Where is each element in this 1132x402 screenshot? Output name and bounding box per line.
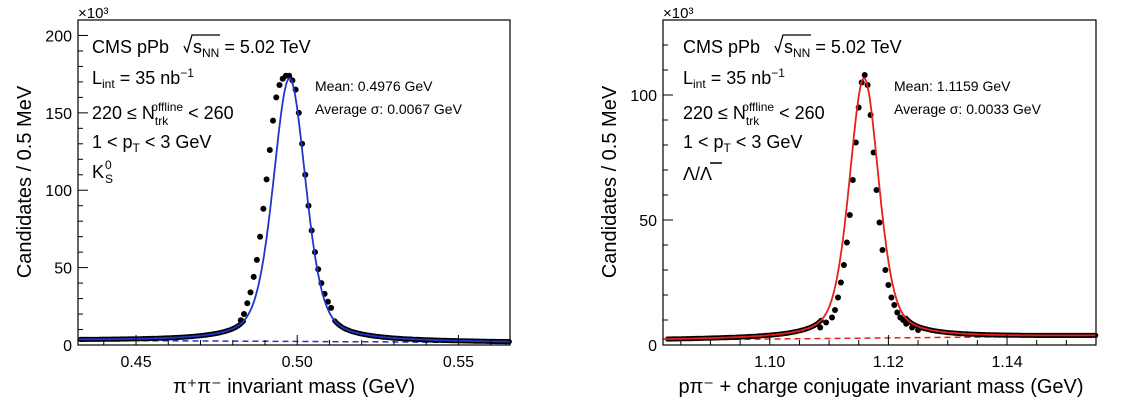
left-y-tick-label: 0	[63, 338, 72, 355]
right-data-point	[843, 239, 850, 246]
right-data-point	[909, 324, 916, 331]
right-data-point	[852, 139, 859, 146]
left-data-point	[247, 289, 254, 296]
left-data-point	[244, 300, 251, 307]
left-x-axis-label: π⁺π⁻ invariant mass (GeV)	[173, 376, 415, 398]
left-data-point	[266, 147, 273, 153]
right-data-point	[885, 282, 892, 288]
left-panel: 0.45 0.50 0.55 0 50 100 150 200 ×10³ Candidates…	[14, 5, 512, 398]
left-x-tick-label: 0.50	[282, 354, 313, 371]
left-fit-curve	[78, 77, 510, 343]
right-data-point	[840, 262, 847, 268]
right-energy-text: sNN = 5.02 TeV	[784, 37, 902, 60]
right-label-lumi: Lint = 35 nb−1	[683, 66, 785, 91]
left-data-point	[241, 311, 247, 317]
right-data-point	[861, 72, 868, 78]
right-data-point	[837, 279, 844, 286]
right-y-tick-label: 50	[639, 213, 657, 230]
right-y-axis-label: Candidates / 0.5 MeV	[599, 85, 621, 278]
left-label-mean: Mean: 0.4976 GeV	[315, 78, 433, 94]
right-y-multiplier: ×10³	[663, 5, 693, 22]
right-label-experiment: CMS pPb	[683, 37, 760, 57]
right-data-point	[888, 294, 895, 301]
left-data-point	[328, 304, 335, 311]
left-sqrt-sign	[183, 34, 220, 54]
left-x-tick-label: 0.55	[443, 354, 474, 371]
left-ticks: 0.45 0.50 0.55 0 50 100 150 200	[45, 19, 492, 371]
left-y-tick-label: 150	[45, 106, 72, 123]
left-data-point	[257, 233, 264, 240]
right-particle-text: Λ/Λ	[683, 164, 712, 184]
right-x-tick-label: 1.14	[991, 354, 1022, 371]
right-x-tick-label: 1.12	[873, 354, 904, 371]
left-energy-text: sNN = 5.02 TeV	[193, 37, 311, 60]
left-data-point	[273, 94, 280, 101]
left-background-line	[142, 339, 510, 344]
left-frame	[77, 19, 511, 346]
right-fit-curve	[663, 77, 1096, 341]
left-data-point	[286, 72, 293, 79]
left-data-point	[270, 117, 276, 124]
left-y-axis-label: Candidates / 0.5 MeV	[14, 85, 36, 278]
left-x-tick-label: 0.45	[120, 354, 151, 371]
right-label-mean: Mean: 1.1159 GeV	[894, 78, 1011, 94]
left-label-sigma: Average σ: 0.0067 GeV	[315, 101, 463, 117]
right-data-point	[829, 314, 835, 321]
left-marks	[78, 72, 512, 345]
right-label-energy: sNN = 5.02 TeV	[774, 34, 902, 60]
left-label-experiment: CMS pPb	[92, 37, 169, 57]
left-y-tick-label: 50	[54, 261, 72, 278]
left-label-particle: KS0	[92, 158, 113, 186]
right-y-tick-label: 0	[648, 338, 657, 355]
right-panel: 1.10 1.12 1.14 0 50 100 ×10³ Candidates / 0.5…	[599, 5, 1099, 398]
right-data-point	[873, 187, 880, 193]
left-label-multiplicity: 220 ≤ Ntrkoffline < 260	[92, 100, 234, 128]
right-data-point	[903, 320, 910, 327]
left-label-lumi: Lint = 35 nb−1	[92, 66, 194, 91]
right-data-point	[846, 212, 853, 218]
left-data-point	[276, 82, 283, 88]
right-y-tick-label: 100	[630, 88, 657, 105]
right-label-multiplicity: 220 ≤ Ntrkoffline < 260	[683, 100, 825, 128]
right-annotations: CMS pPb sNN = 5.02 TeV Lint = 35 nb−1 22…	[683, 34, 1042, 184]
right-data-point	[823, 319, 830, 326]
right-x-tick-label: 1.10	[754, 354, 785, 371]
right-label-particle: Λ/Λ	[683, 162, 722, 184]
left-y-tick-label: 200	[45, 28, 72, 45]
right-label-pt: 1 < pT < 3 GeV	[683, 132, 802, 155]
left-data-point	[263, 176, 270, 183]
right-data-point	[876, 219, 883, 226]
right-data-point	[894, 309, 901, 316]
left-label-pt: 1 < pT < 3 GeV	[92, 132, 211, 155]
left-label-energy: sNN = 5.02 TeV	[183, 34, 311, 60]
right-data-point	[832, 307, 838, 313]
right-frame	[662, 19, 1097, 346]
right-data-point	[835, 294, 841, 301]
left-y-multiplier: ×10³	[78, 5, 108, 22]
right-x-axis-label: pπ⁻ + charge conjugate invariant mass (G…	[678, 376, 1083, 398]
left-annotations: CMS pPb sNN = 5.02 TeV Lint = 35 nb−1 22…	[92, 34, 463, 186]
left-data-point	[260, 205, 267, 212]
right-data-point	[891, 302, 898, 308]
right-data-point	[817, 324, 824, 331]
right-ticks: 1.10 1.12 1.14 0 50 100	[630, 19, 1097, 371]
left-data-point	[253, 256, 260, 263]
right-data-point	[879, 247, 886, 253]
right-data-point	[849, 177, 856, 183]
right-label-sigma: Average σ: 0.0033 GeV	[894, 101, 1042, 117]
right-sqrt-sign	[774, 34, 811, 54]
right-data-point	[882, 267, 889, 273]
left-y-tick-label: 100	[45, 183, 72, 200]
left-data-point	[250, 273, 257, 280]
right-data-point	[915, 327, 922, 333]
